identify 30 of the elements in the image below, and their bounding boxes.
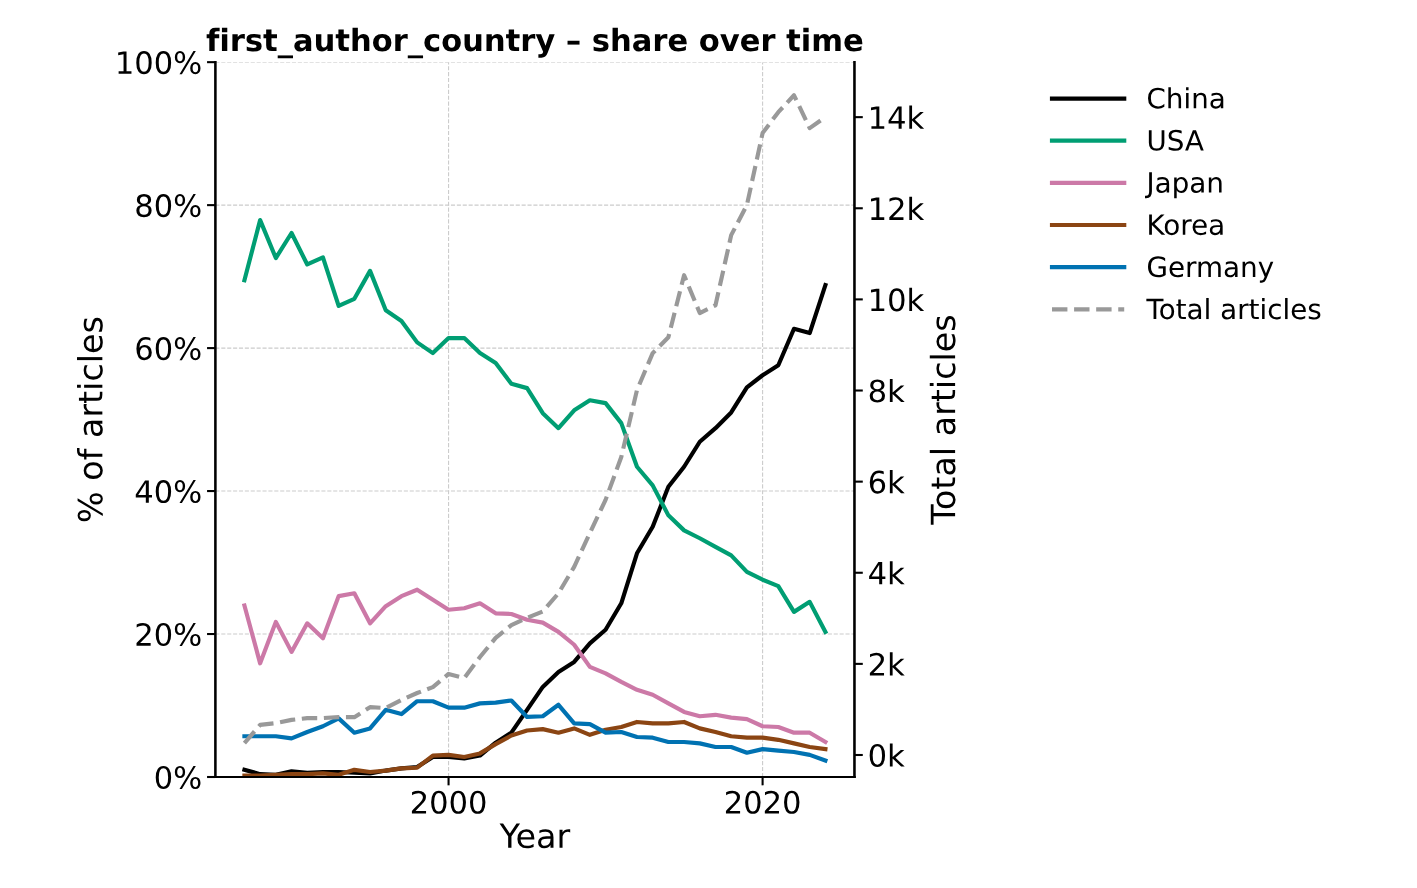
y2-axis-title: Total articles [929, 316, 956, 525]
y-tick-label: 80% [136, 194, 201, 218]
legend-label: Total articles [1146, 297, 1321, 320]
y-tick-label: 60% [136, 337, 201, 361]
chart-title: first_author_country – share over time [206, 27, 863, 59]
y2-tick-label: 6k [869, 470, 905, 494]
y2-tick-label: 8k [869, 378, 905, 403]
y-axis-title: % of articles [77, 317, 103, 522]
legend-label: Germany [1148, 256, 1274, 283]
y2-tick-label: 14k [871, 105, 925, 129]
x-axis-title: Year [499, 823, 571, 849]
y-tick-label: 0% [155, 765, 201, 790]
y2-tick-label: 10k [871, 287, 925, 312]
x-tick-label: 2000 [411, 790, 486, 814]
line-series [242, 587, 828, 745]
y-tick-label: 100% [118, 51, 201, 75]
line-series [242, 719, 828, 777]
legend-label: Korea [1149, 214, 1223, 236]
y2-tick-label: 12k [871, 196, 925, 220]
y-tick-label: 40% [135, 479, 201, 504]
legend-label: China [1148, 87, 1224, 109]
line-series [242, 218, 828, 634]
y2-tick-label: 0k [869, 743, 905, 768]
line-series [242, 698, 828, 763]
x-tick-label: 2020 [725, 790, 800, 814]
y-tick-label: 20% [136, 622, 201, 647]
legend-label: USA [1148, 129, 1204, 151]
y2-tick-label: 2k [869, 652, 905, 676]
y2-tick-label: 4k [869, 561, 905, 585]
legend-label: Japan [1145, 172, 1222, 199]
